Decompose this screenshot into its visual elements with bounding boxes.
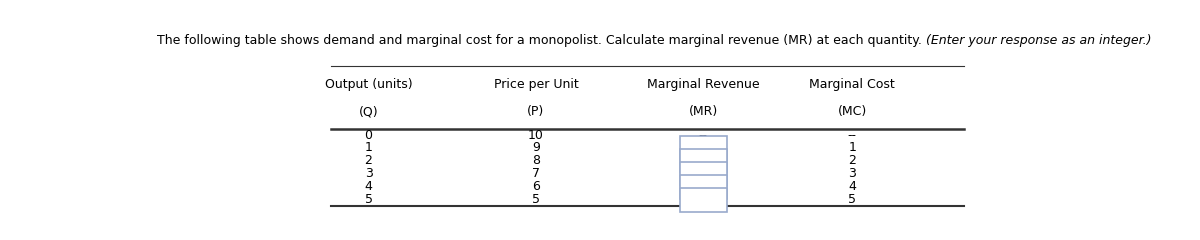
Bar <box>680 175 726 199</box>
Text: (Enter your response as an integer.): (Enter your response as an integer.) <box>926 34 1152 47</box>
Text: Marginal Revenue: Marginal Revenue <box>647 78 760 91</box>
Text: 4: 4 <box>365 180 372 193</box>
Text: 10: 10 <box>528 129 544 142</box>
Text: 8: 8 <box>532 154 540 168</box>
Text: 2: 2 <box>365 154 372 168</box>
Text: (P): (P) <box>527 105 545 119</box>
Text: 1: 1 <box>365 142 372 155</box>
Text: The following table shows demand and marginal cost for a monopolist. Calculate m: The following table shows demand and mar… <box>157 34 926 47</box>
Text: Marginal Cost: Marginal Cost <box>809 78 895 91</box>
Text: 3: 3 <box>365 167 372 180</box>
Text: 3: 3 <box>848 167 856 180</box>
Text: (MC): (MC) <box>838 105 866 119</box>
Text: (Q): (Q) <box>359 105 378 119</box>
Text: 9: 9 <box>532 142 540 155</box>
Text: 0: 0 <box>365 129 372 142</box>
Text: (MR): (MR) <box>689 105 718 119</box>
Text: 7: 7 <box>532 167 540 180</box>
Text: Price per Unit: Price per Unit <box>493 78 578 91</box>
Text: 5: 5 <box>365 193 372 206</box>
Text: --: -- <box>698 129 708 142</box>
Text: 2: 2 <box>848 154 856 168</box>
Text: 5: 5 <box>532 193 540 206</box>
Text: --: -- <box>847 129 857 142</box>
Text: 6: 6 <box>532 180 540 193</box>
Bar <box>680 188 726 212</box>
Bar <box>680 162 726 186</box>
Bar <box>680 149 726 173</box>
Bar <box>680 136 726 160</box>
Text: 5: 5 <box>848 193 856 206</box>
Text: 4: 4 <box>848 180 856 193</box>
Text: Output (units): Output (units) <box>325 78 413 91</box>
Text: 1: 1 <box>848 142 856 155</box>
